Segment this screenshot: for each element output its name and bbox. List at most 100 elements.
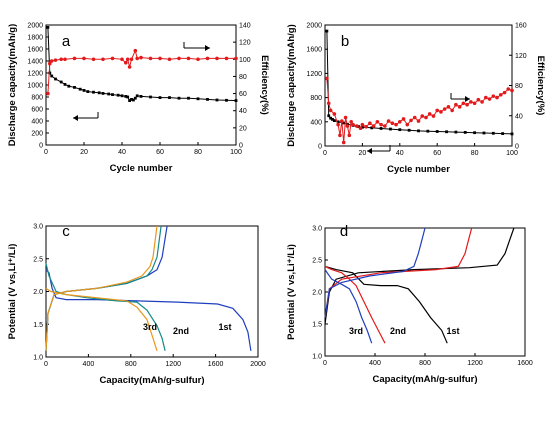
data-point (110, 56, 115, 61)
data-point (360, 122, 365, 127)
data-point (454, 102, 458, 107)
data-point (457, 105, 462, 109)
series-1 (325, 76, 514, 145)
data-point (379, 122, 383, 127)
y2-tick-label: 60 (239, 91, 247, 98)
y-tick-label: 1600 (27, 47, 43, 54)
data-point (343, 115, 348, 120)
data-point (120, 57, 124, 62)
x-tick-label: 60 (433, 150, 441, 157)
x-tick-label: 1200 (165, 361, 181, 368)
x-tick-label: 800 (419, 360, 431, 367)
series-line (45, 263, 166, 351)
data-point (498, 92, 503, 97)
data-point (465, 102, 469, 107)
axis-arrow-right (183, 42, 210, 51)
series-3rd (45, 225, 158, 351)
y2-tick-label: 80 (239, 74, 247, 81)
data-point (234, 99, 238, 102)
data-point (128, 99, 131, 102)
data-point (398, 128, 402, 132)
data-point (186, 56, 191, 61)
y-tick-label: 400 (310, 119, 322, 126)
data-point (442, 107, 447, 111)
series-2nd (324, 227, 473, 318)
y2-tick-label: 160 (515, 23, 527, 30)
data-point (126, 95, 130, 99)
y-tick-label: 1400 (27, 59, 43, 66)
y2-axis-title: Efficiency(%) (259, 55, 270, 115)
y-tick-label: 1000 (27, 83, 43, 90)
data-point (463, 130, 467, 134)
x-axis-title: Capacity(mAh/g-sulfur) (99, 375, 204, 386)
data-point (435, 130, 439, 133)
series-1st (324, 227, 515, 325)
series-0 (46, 26, 238, 102)
series-2nd (324, 265, 386, 344)
data-point (225, 98, 228, 102)
data-point (326, 101, 331, 106)
data-point (383, 124, 387, 128)
data-point (215, 56, 219, 61)
y-tick-label: 1.0 (312, 354, 322, 361)
data-point (480, 100, 484, 104)
data-point (405, 122, 410, 127)
x-tick-label: 40 (118, 149, 126, 156)
series-line (45, 225, 158, 351)
y-tick-label: 1.5 (312, 322, 322, 329)
data-point (158, 96, 162, 99)
y-tick-label: 3.0 (312, 226, 322, 233)
data-point (331, 117, 334, 121)
data-point (135, 94, 139, 98)
y-tick-label: 2.0 (33, 289, 43, 296)
data-point (510, 132, 514, 136)
x-tick-label: 800 (125, 361, 137, 368)
data-point (133, 48, 138, 53)
data-point (409, 118, 413, 123)
y-axis-title: Potential (V vs,Li⁺/Li) (286, 244, 297, 340)
x-tick-label: 0 (44, 361, 48, 368)
data-point (48, 71, 52, 75)
series-line (324, 227, 473, 318)
data-point (371, 124, 376, 128)
panel-c: 0 400 800 1200 1600 2000 1.0 1.5 2.0 2.5 3.0 Capaci… (7, 223, 266, 386)
x-tick-label: 2000 (250, 361, 266, 368)
data-point (502, 90, 507, 95)
data-point (234, 56, 238, 61)
data-point (132, 98, 135, 102)
series-1 (46, 48, 238, 96)
data-point (450, 108, 454, 113)
data-point (379, 127, 383, 130)
panel-a: 0 20 40 60 80 1000200400600800100012001400160… (7, 23, 270, 175)
data-point (125, 57, 130, 62)
axis-arrow-right (450, 93, 470, 102)
cycle-label-2nd: 2nd (173, 326, 189, 336)
plot-frame (324, 24, 513, 147)
data-point (124, 60, 128, 65)
data-point (417, 129, 420, 133)
data-point (139, 55, 143, 60)
y-tick-label: 2.5 (33, 256, 43, 263)
data-point (48, 61, 52, 66)
data-point (491, 94, 496, 98)
y-tick-label: 0 (318, 144, 322, 151)
data-point (347, 133, 352, 138)
data-point (501, 132, 505, 135)
plot-frame (324, 227, 526, 357)
y-tick-label: 1600 (306, 47, 322, 54)
data-point (336, 120, 340, 124)
series-3rd (324, 269, 373, 344)
data-point (394, 122, 398, 127)
y-tick-label: 600 (31, 107, 43, 114)
y-tick-label: 0 (39, 143, 43, 150)
data-point (133, 96, 137, 100)
y-tick-label: 2000 (306, 23, 322, 30)
data-point (427, 112, 432, 116)
data-point (336, 122, 340, 127)
series-3rd (45, 287, 158, 351)
series-line (45, 225, 162, 351)
data-point (329, 116, 333, 120)
y-tick-label: 2.0 (312, 290, 322, 297)
data-point (439, 110, 443, 114)
axis-arrow-left (367, 145, 391, 154)
